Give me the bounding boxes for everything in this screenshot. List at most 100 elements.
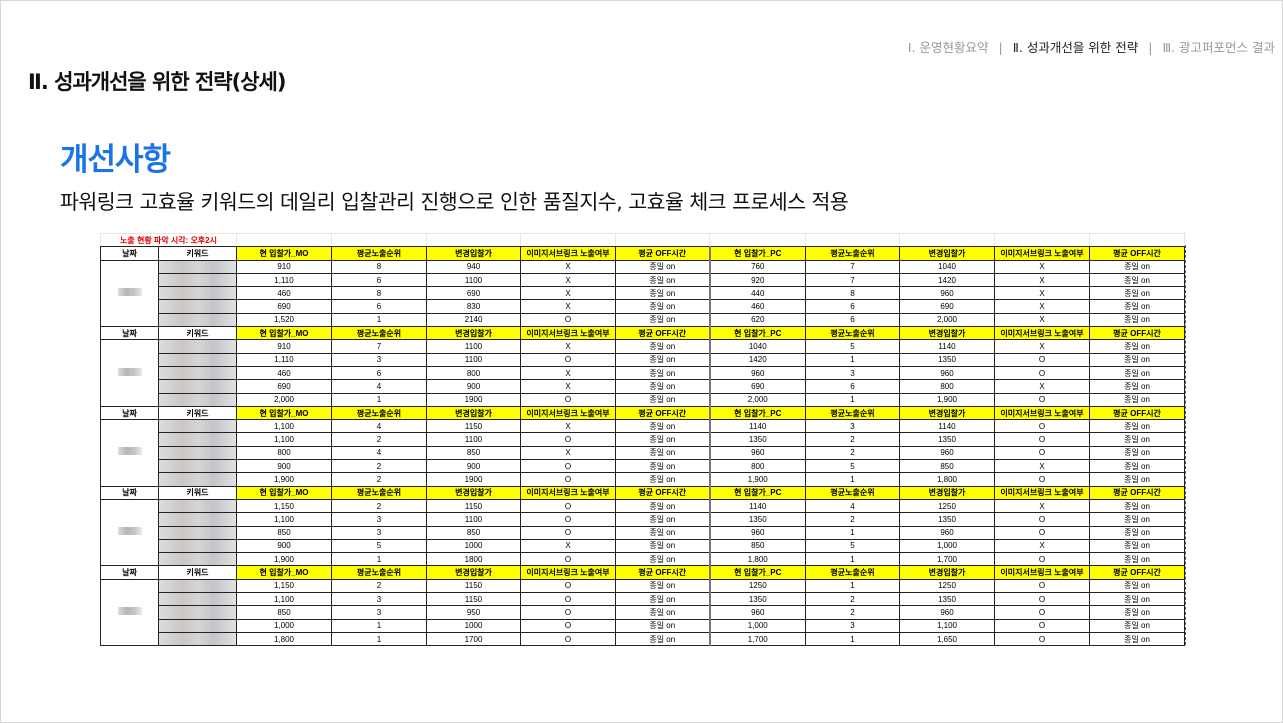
cell-pc-image-sublink[interactable]: O xyxy=(994,445,1090,461)
cell-pc-off-time[interactable]: 종일 on xyxy=(1089,459,1185,474)
cell-mo-image-sublink[interactable]: X xyxy=(520,286,616,301)
cell-mo-avg-rank[interactable]: 2 xyxy=(331,432,427,447)
header-keyword[interactable]: 키워드 xyxy=(158,326,237,341)
header-date[interactable]: 날짜 xyxy=(100,565,159,580)
cell-mo-avg-rank[interactable]: 4 xyxy=(331,419,427,434)
header-pc-off-time[interactable]: 평균 OFF시간 xyxy=(1089,326,1185,341)
cell-pc-image-sublink[interactable]: O xyxy=(994,472,1090,487)
cell-mo-new-bid[interactable]: 1100 xyxy=(426,339,521,354)
cell-pc-bid[interactable]: 1350 xyxy=(709,512,806,527)
empty-cell[interactable] xyxy=(899,232,995,248)
cell-pc-off-time[interactable]: 종일 on xyxy=(1089,538,1185,554)
header-pc-image-sublink[interactable]: 이미지서브링크 노출여부 xyxy=(994,485,1090,500)
header-pc-new-bid[interactable]: 변경입찰가 xyxy=(899,565,995,580)
cell-pc-new-bid[interactable]: 1350 xyxy=(899,512,995,527)
date-cell-blurred[interactable] xyxy=(100,339,159,407)
cell-mo-off-time[interactable]: 종일 on xyxy=(615,392,711,407)
cell-mo-avg-rank[interactable]: 6 xyxy=(331,272,427,288)
cell-mo-image-sublink[interactable]: O xyxy=(520,392,616,407)
cell-mo-image-sublink[interactable]: X xyxy=(520,379,616,394)
cell-mo-image-sublink[interactable]: O xyxy=(520,432,616,447)
cell-mo-new-bid[interactable]: 1000 xyxy=(426,538,521,554)
keyword-cell-blurred[interactable] xyxy=(158,592,237,607)
cell-mo-new-bid[interactable]: 1100 xyxy=(426,352,521,367)
cell-mo-bid[interactable]: 690 xyxy=(236,379,332,394)
cell-mo-image-sublink[interactable]: X xyxy=(520,538,616,554)
cell-mo-avg-rank[interactable]: 5 xyxy=(331,538,427,554)
cell-mo-off-time[interactable]: 종일 on xyxy=(615,432,711,447)
cell-mo-bid[interactable]: 1,100 xyxy=(236,432,332,447)
cell-pc-avg-rank[interactable]: 7 xyxy=(805,259,900,274)
cell-pc-bid[interactable]: 960 xyxy=(709,365,806,381)
cell-mo-avg-rank[interactable]: 1 xyxy=(331,618,427,633)
keyword-cell-blurred[interactable] xyxy=(158,339,237,354)
header-mo-image-sublink[interactable]: 이미지서브링크 노출여부 xyxy=(520,326,616,341)
cell-mo-avg-rank[interactable]: 3 xyxy=(331,512,427,527)
cell-pc-bid[interactable]: 1140 xyxy=(709,419,806,434)
cell-pc-bid[interactable]: 960 xyxy=(709,445,806,461)
cell-pc-off-time[interactable]: 종일 on xyxy=(1089,512,1185,527)
cell-pc-bid[interactable]: 1,700 xyxy=(709,631,806,647)
cell-mo-avg-rank[interactable]: 2 xyxy=(331,459,427,474)
cell-pc-bid[interactable]: 1140 xyxy=(709,498,806,514)
cell-pc-new-bid[interactable]: 800 xyxy=(899,379,995,394)
cell-pc-bid[interactable]: 960 xyxy=(709,525,806,540)
nav-item-results[interactable]: Ⅲ. 광고퍼포먼스 결과 xyxy=(1162,40,1275,55)
keyword-cell-blurred[interactable] xyxy=(158,352,237,367)
keyword-cell-blurred[interactable] xyxy=(158,299,237,314)
cell-mo-off-time[interactable]: 종일 on xyxy=(615,472,711,487)
cell-pc-new-bid[interactable]: 1,000 xyxy=(899,538,995,554)
cell-mo-avg-rank[interactable]: 2 xyxy=(331,472,427,487)
cell-pc-avg-rank[interactable]: 6 xyxy=(805,312,900,328)
cell-mo-image-sublink[interactable]: X xyxy=(520,259,616,274)
cell-pc-new-bid[interactable]: 1140 xyxy=(899,339,995,354)
empty-cell[interactable] xyxy=(1089,232,1185,248)
header-mo-avg-rank[interactable]: 평균노출순위 xyxy=(331,485,427,500)
cell-pc-avg-rank[interactable]: 2 xyxy=(805,445,900,461)
header-mo-avg-rank[interactable]: 평균노출순위 xyxy=(331,326,427,341)
cell-mo-image-sublink[interactable]: X xyxy=(520,365,616,381)
cell-mo-image-sublink[interactable]: O xyxy=(520,525,616,540)
cell-mo-off-time[interactable]: 종일 on xyxy=(615,299,711,314)
cell-pc-bid[interactable]: 1420 xyxy=(709,352,806,367)
cell-mo-bid[interactable]: 1,800 xyxy=(236,631,332,647)
cell-mo-new-bid[interactable]: 900 xyxy=(426,379,521,394)
header-pc-image-sublink[interactable]: 이미지서브링크 노출여부 xyxy=(994,565,1090,580)
cell-pc-new-bid[interactable]: 960 xyxy=(899,525,995,540)
header-mo-image-sublink[interactable]: 이미지서브링크 노출여부 xyxy=(520,565,616,580)
cell-mo-avg-rank[interactable]: 3 xyxy=(331,592,427,607)
cell-mo-image-sublink[interactable]: O xyxy=(520,592,616,607)
cell-pc-new-bid[interactable]: 1,900 xyxy=(899,392,995,407)
keyword-cell-blurred[interactable] xyxy=(158,392,237,407)
cell-mo-bid[interactable]: 1,100 xyxy=(236,419,332,434)
cell-mo-new-bid[interactable]: 690 xyxy=(426,286,521,301)
keyword-cell-blurred[interactable] xyxy=(158,286,237,301)
header-mo-bid[interactable]: 현 입찰가_MO xyxy=(236,485,332,500)
cell-mo-image-sublink[interactable]: O xyxy=(520,352,616,367)
header-keyword[interactable]: 키워드 xyxy=(158,246,237,261)
cell-pc-image-sublink[interactable]: O xyxy=(994,432,1090,447)
cell-pc-new-bid[interactable]: 1,700 xyxy=(899,552,995,567)
cell-mo-bid[interactable]: 800 xyxy=(236,445,332,461)
cell-pc-avg-rank[interactable]: 8 xyxy=(805,286,900,301)
cell-pc-off-time[interactable]: 종일 on xyxy=(1089,472,1185,487)
cell-mo-bid[interactable]: 910 xyxy=(236,339,332,354)
cell-mo-bid[interactable]: 1,100 xyxy=(236,592,332,607)
cell-pc-avg-rank[interactable]: 5 xyxy=(805,459,900,474)
cell-mo-avg-rank[interactable]: 7 xyxy=(331,339,427,354)
cell-pc-image-sublink[interactable]: X xyxy=(994,299,1090,314)
cell-mo-new-bid[interactable]: 1700 xyxy=(426,631,521,647)
cell-mo-new-bid[interactable]: 900 xyxy=(426,459,521,474)
cell-mo-new-bid[interactable]: 1150 xyxy=(426,419,521,434)
header-mo-new-bid[interactable]: 변경입찰가 xyxy=(426,405,521,421)
header-pc-bid[interactable]: 현 입찰가_PC xyxy=(709,405,806,421)
cell-mo-image-sublink[interactable]: O xyxy=(520,472,616,487)
cell-pc-avg-rank[interactable]: 5 xyxy=(805,339,900,354)
header-mo-image-sublink[interactable]: 이미지서브링크 노출여부 xyxy=(520,246,616,261)
keyword-cell-blurred[interactable] xyxy=(158,538,237,554)
cell-pc-bid[interactable]: 1350 xyxy=(709,432,806,447)
cell-mo-off-time[interactable]: 종일 on xyxy=(615,365,711,381)
cell-pc-off-time[interactable]: 종일 on xyxy=(1089,392,1185,407)
cell-pc-new-bid[interactable]: 1420 xyxy=(899,272,995,288)
cell-pc-new-bid[interactable]: 1,800 xyxy=(899,472,995,487)
